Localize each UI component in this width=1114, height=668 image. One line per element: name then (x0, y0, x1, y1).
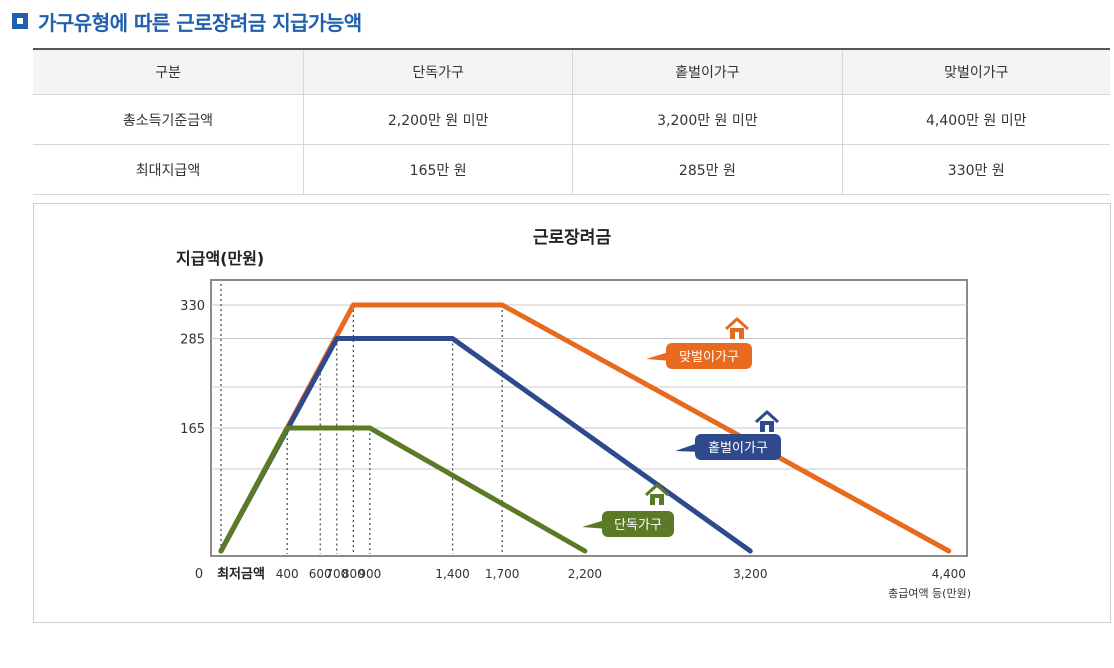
legend-callout-box (666, 343, 752, 369)
x-tick-label: 700 (325, 567, 348, 581)
page-title: 가구유형에 따른 근로장려금 지급가능액 (38, 10, 362, 35)
table-row: 총소득기준금액 2,200만 원 미만 3,200만 원 미만 4,400만 원… (33, 94, 1110, 145)
header-single: 단독가구 (302, 48, 573, 95)
chart-title: 근로장려금 (533, 228, 612, 248)
table-cell: 3,200만 원 미만 (572, 94, 843, 145)
table-cell: 4,400만 원 미만 (841, 94, 1110, 145)
table-cell: 2,200만 원 미만 (302, 94, 573, 145)
y-tick-label: 330 (180, 299, 205, 314)
series-line-0 (218, 425, 588, 554)
table-header-row: 구분 단독가구 홑벌이가구 맞벌이가구 (33, 48, 1110, 95)
x-tick-label: 600 (309, 567, 332, 581)
section-heading: 가구유형에 따른 근로장려금 지급가능액 (12, 6, 362, 36)
plot-frame (210, 279, 968, 557)
legend-label: 맞벌이가구 (679, 350, 739, 365)
legend-callout-box (695, 434, 781, 460)
x-tick-label: 1,700 (485, 567, 519, 581)
house-icon (655, 498, 659, 505)
callout-pointer (582, 519, 608, 529)
header-single-earner: 홑벌이가구 (572, 48, 843, 95)
legend-callout-box (602, 511, 674, 537)
y-axis-label: 지급액(만원) (176, 249, 264, 268)
square-bullet-icon (12, 13, 28, 29)
callout-pointer (675, 442, 701, 452)
house-icon (735, 332, 739, 339)
house-icon (765, 425, 769, 432)
row-label: 최대지급액 (33, 144, 304, 195)
house-icon (644, 483, 670, 497)
x-tick-label: 2,200 (568, 567, 602, 581)
benefit-chart: 근로장려금 지급액(만원) 165 285 330 0 최저금액 400 600700800… (176, 228, 971, 600)
header-dual-earner: 맞벌이가구 (841, 48, 1110, 95)
x-tick-label: 800 (342, 567, 365, 581)
x-tick-label: 3,200 (733, 567, 767, 581)
y-tick-label: 165 (180, 422, 205, 437)
table-cell: 330만 원 (841, 144, 1110, 195)
house-icon (754, 410, 780, 424)
x-min-label: 최저금액 (217, 567, 265, 582)
callout-pointer (646, 351, 672, 361)
legend-label: 홑벌이가구 (708, 441, 768, 456)
x-tick-label: 1,400 (435, 567, 469, 581)
table-cell: 285만 원 (572, 144, 843, 195)
row-label: 총소득기준금액 (33, 94, 304, 145)
header-category: 구분 (33, 48, 304, 95)
eligibility-table: 구분 단독가구 홑벌이가구 맞벌이가구 총소득기준금액 2,200만 원 미만 … (33, 48, 1110, 195)
x-tick-label: 400 (276, 567, 299, 581)
table-cell: 165만 원 (302, 144, 573, 195)
y-tick-label: 285 (180, 333, 205, 348)
x-tick-label: 4,400 (932, 567, 966, 581)
legend-label: 단독가구 (614, 518, 662, 533)
house-icon (724, 317, 750, 331)
table-row: 최대지급액 165만 원 285만 원 330만 원 (33, 144, 1110, 195)
x-axis-label: 총급여액 등(만원) (888, 587, 971, 600)
chart-container: 근로장려금 지급액(만원) 165 285 330 0 최저금액 400 600 700 800… (33, 203, 1111, 623)
x-tick-label: 900 (358, 567, 381, 581)
x-origin-label: 0 (195, 567, 203, 582)
